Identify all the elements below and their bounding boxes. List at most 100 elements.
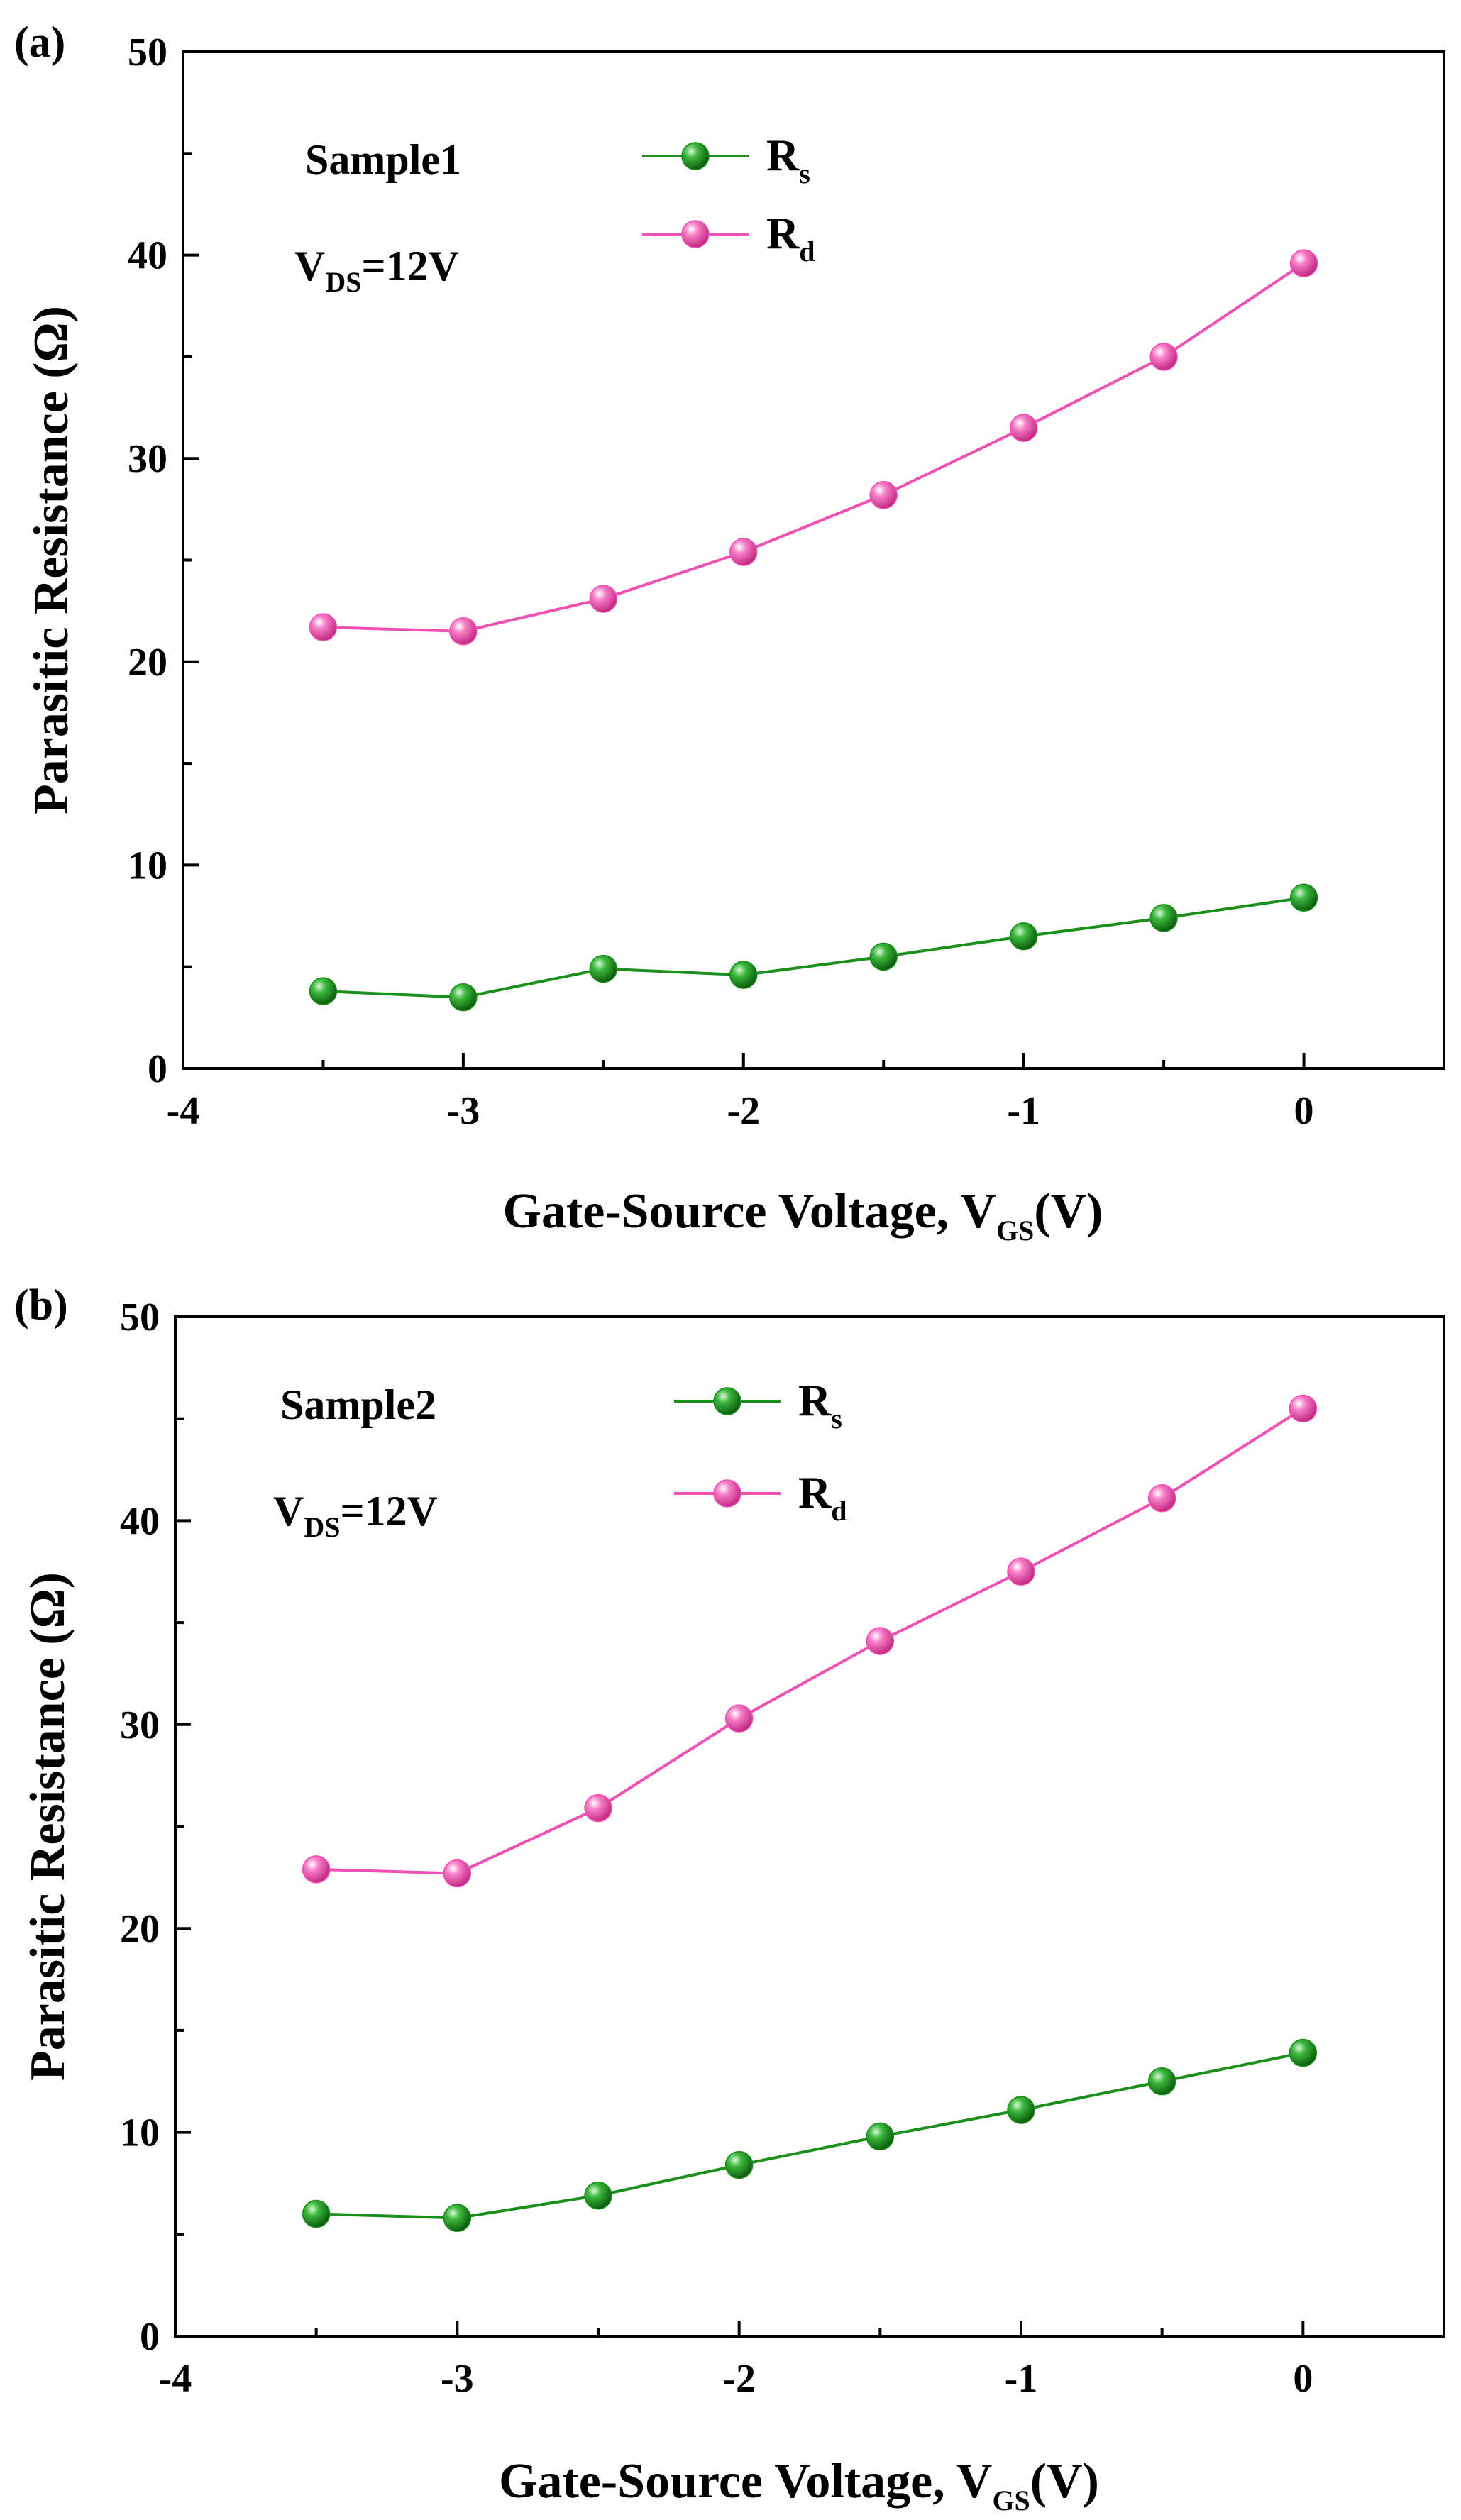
data-point-rd	[1289, 1394, 1318, 1423]
data-point-rs	[724, 2150, 754, 2179]
y-tick-label: 20	[128, 641, 167, 685]
data-point-rs	[309, 977, 338, 1005]
x-axis-title-subscript: GS	[992, 2485, 1030, 2516]
data-point-rd	[1147, 1484, 1176, 1513]
data-point-rd	[589, 585, 618, 613]
y-tick-label: 40	[120, 1499, 160, 1543]
legend-label-subscript: d	[831, 1495, 847, 1527]
x-tick-label: -4	[167, 1089, 200, 1133]
series-line-rs	[323, 896, 1304, 999]
annotation-vds: VDS=12V	[273, 1488, 438, 1543]
data-point-rs	[1149, 904, 1178, 932]
data-point-rd	[724, 1704, 754, 1732]
data-point-rd	[584, 1794, 612, 1823]
legend-label-main: R	[798, 1375, 832, 1425]
legend-label-main: R	[798, 1467, 832, 1518]
annotation-vds-main: V	[273, 1488, 304, 1535]
legend-marker-rs	[681, 142, 710, 170]
y-tick-label: 30	[128, 437, 167, 481]
legend-label-rd: Rd	[766, 208, 815, 267]
legend-label-rs: Rs	[798, 1375, 842, 1435]
data-point-rd	[449, 617, 478, 646]
x-axis-title: Gate-Source Voltage, VGS(V)	[503, 1184, 1103, 1247]
data-point-rs	[302, 2199, 331, 2228]
data-point-rs	[869, 942, 898, 971]
legend-label-rd: Rd	[798, 1467, 847, 1527]
x-tick-label: -2	[727, 1089, 760, 1133]
data-point-rd	[1009, 414, 1038, 442]
legend-marker-rd	[713, 1479, 741, 1508]
data-point-rd	[729, 538, 758, 566]
data-point-rd	[302, 1855, 331, 1884]
annotation-vds-subscript: DS	[325, 266, 361, 298]
y-tick-label: 40	[128, 234, 167, 278]
x-tick-label: -3	[447, 1089, 480, 1133]
y-tick-label: 50	[120, 1295, 160, 1339]
data-point-rs	[584, 2181, 612, 2210]
x-tick-label: -4	[159, 2357, 192, 2401]
y-tick-label: 50	[128, 31, 167, 74]
x-axis-title-subscript: GS	[996, 1215, 1034, 1247]
x-tick-label: 0	[1294, 1089, 1314, 1133]
x-tick-label: -2	[722, 2357, 756, 2401]
data-point-rs	[1007, 2096, 1035, 2124]
legend-label-subscript: s	[799, 158, 810, 189]
x-tick-label: -1	[1005, 2357, 1038, 2401]
plot-frame	[182, 50, 1445, 1070]
legend-label-main: R	[766, 130, 800, 180]
data-point-rd	[309, 613, 338, 641]
data-point-rs	[866, 2122, 895, 2151]
annotation-sample: Sample1	[305, 136, 461, 183]
annotation-vds-main: V	[294, 243, 325, 289]
data-point-rs	[443, 2204, 472, 2233]
y-tick-label: 0	[140, 2315, 160, 2359]
y-tick-label: 10	[128, 844, 167, 888]
y-tick-label: 10	[120, 2111, 160, 2155]
data-point-rs	[1009, 922, 1038, 951]
legend-marker-rd	[681, 220, 710, 248]
annotation-vds-subscript: DS	[304, 1511, 340, 1543]
annotation-sample: Sample2	[280, 1381, 436, 1428]
x-tick-label: -1	[1007, 1089, 1040, 1133]
data-point-rs	[1147, 2067, 1176, 2096]
data-point-rd	[443, 1859, 472, 1888]
legend-label-subscript: s	[831, 1403, 842, 1435]
data-point-rd	[1289, 249, 1318, 277]
annotation-vds-suffix: =12V	[340, 1488, 438, 1535]
x-tick-label: 0	[1293, 2357, 1313, 2401]
legend-marker-rs	[713, 1387, 741, 1415]
data-point-rd	[1007, 1557, 1035, 1586]
y-tick-label: 0	[148, 1047, 167, 1091]
y-tick-label: 30	[120, 1703, 160, 1747]
y-axis-title: Parasitic Resistance (Ω)	[21, 1572, 75, 2081]
x-tick-label: -3	[441, 2357, 474, 2401]
data-point-rd	[1149, 343, 1178, 371]
y-axis-title: Parasitic Resistance (Ω)	[24, 306, 79, 814]
legend-label-main: R	[766, 208, 800, 258]
data-point-rs	[1289, 883, 1318, 912]
data-point-rd	[869, 481, 898, 509]
data-point-rs	[729, 961, 758, 989]
series-line-rd	[323, 262, 1305, 633]
data-point-rd	[866, 1627, 895, 1655]
series-line-rs	[316, 2051, 1303, 2220]
x-axis-title-main: Gate-Source Voltage, V	[499, 2454, 992, 2509]
annotation-vds: VDS=12V	[294, 243, 459, 298]
y-tick-label: 20	[120, 1907, 160, 1951]
legend-label-rs: Rs	[766, 130, 810, 189]
x-axis-title-main: Gate-Source Voltage, V	[503, 1184, 996, 1239]
legend-label-subscript: d	[799, 236, 815, 267]
x-axis-title-suffix: (V)	[1034, 1184, 1103, 1239]
series-line-rd	[316, 1407, 1304, 1875]
annotation-vds-suffix: =12V	[361, 243, 459, 289]
data-point-rs	[1289, 2038, 1318, 2067]
panel-label: (a)	[14, 18, 65, 67]
data-point-rs	[589, 954, 618, 983]
x-axis-title-suffix: (V)	[1030, 2454, 1099, 2509]
panel-label: (b)	[14, 1281, 68, 1330]
data-point-rs	[449, 983, 478, 1012]
x-axis-title: Gate-Source Voltage, VGS(V)	[499, 2454, 1099, 2516]
